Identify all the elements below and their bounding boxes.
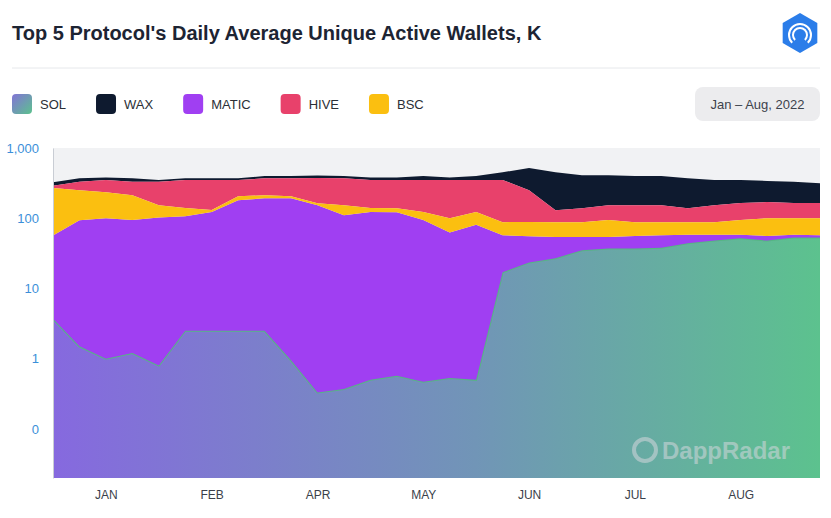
x-tick-label: AUG — [728, 488, 754, 502]
y-tick-label: 10 — [25, 281, 39, 296]
separator — [12, 68, 820, 69]
logo-hexagon — [783, 13, 818, 53]
legend: SOL WAX MATIC HIVE BSC — [12, 94, 424, 114]
y-tick: 100 — [17, 211, 53, 226]
x-tick: APR — [306, 478, 331, 502]
x-tick: MAY — [411, 478, 436, 502]
legend-label: MATIC — [211, 97, 250, 112]
date-range: Jan – Aug, 2022 — [711, 97, 805, 112]
y-axis: 0 1 10 100 1,000 — [6, 141, 53, 479]
x-tick-label: JUL — [625, 488, 647, 502]
legend-label: HIVE — [309, 97, 340, 112]
areas — [53, 168, 820, 478]
y-tick: 10 — [25, 281, 53, 296]
x-tick-label: APR — [306, 488, 331, 502]
x-tick-label: FEB — [201, 488, 224, 502]
plot-background — [53, 148, 820, 478]
y-tick-label: 1,000 — [6, 141, 39, 156]
legend-label: BSC — [397, 97, 424, 112]
date-pill — [695, 87, 820, 121]
y-tick: 1 — [32, 351, 53, 366]
y-tick-label: 1 — [32, 351, 39, 366]
x-tick-label: JUN — [518, 488, 541, 502]
legend-item: MATIC — [183, 94, 250, 114]
legend-label: SOL — [40, 97, 66, 112]
x-tick: FEB — [201, 478, 224, 502]
watermark: DappRadar — [634, 437, 790, 464]
logo — [783, 13, 818, 53]
legend-swatch — [96, 94, 116, 114]
y-tick: 0 — [32, 422, 53, 437]
logo-arc — [792, 27, 808, 41]
legend-item: WAX — [96, 94, 153, 114]
x-tick: JUN — [518, 478, 541, 502]
x-tick: JAN — [95, 478, 118, 502]
x-tick-label: JAN — [95, 488, 118, 502]
y-tick-label: 0 — [32, 422, 39, 437]
legend-label: WAX — [124, 97, 153, 112]
title: Top 5 Protocol's Daily Average Unique Ac… — [12, 22, 542, 44]
legend-swatch — [281, 94, 301, 114]
y-axis-line — [53, 149, 54, 479]
legend-swatch — [12, 94, 32, 114]
logo-arc — [788, 23, 812, 43]
watermark-logo — [634, 439, 656, 461]
legend-swatch — [369, 94, 389, 114]
legend-item: HIVE — [281, 94, 340, 114]
y-tick-label: 100 — [17, 211, 39, 226]
series-area — [53, 188, 820, 237]
y-tick: 1,000 — [6, 141, 53, 156]
watermark-text: DappRadar — [662, 437, 790, 464]
legend-item: BSC — [369, 94, 424, 114]
legend-swatch — [183, 94, 203, 114]
legend-item: SOL — [12, 94, 66, 114]
x-tick: JUL — [625, 478, 647, 502]
x-tick-label: MAY — [411, 488, 436, 502]
chart: Top 5 Protocol's Daily Average Unique Ac… — [0, 0, 831, 518]
x-axis: JAN FEB APR MAY JUN JUL AUG — [95, 478, 754, 502]
x-tick: AUG — [728, 478, 754, 502]
